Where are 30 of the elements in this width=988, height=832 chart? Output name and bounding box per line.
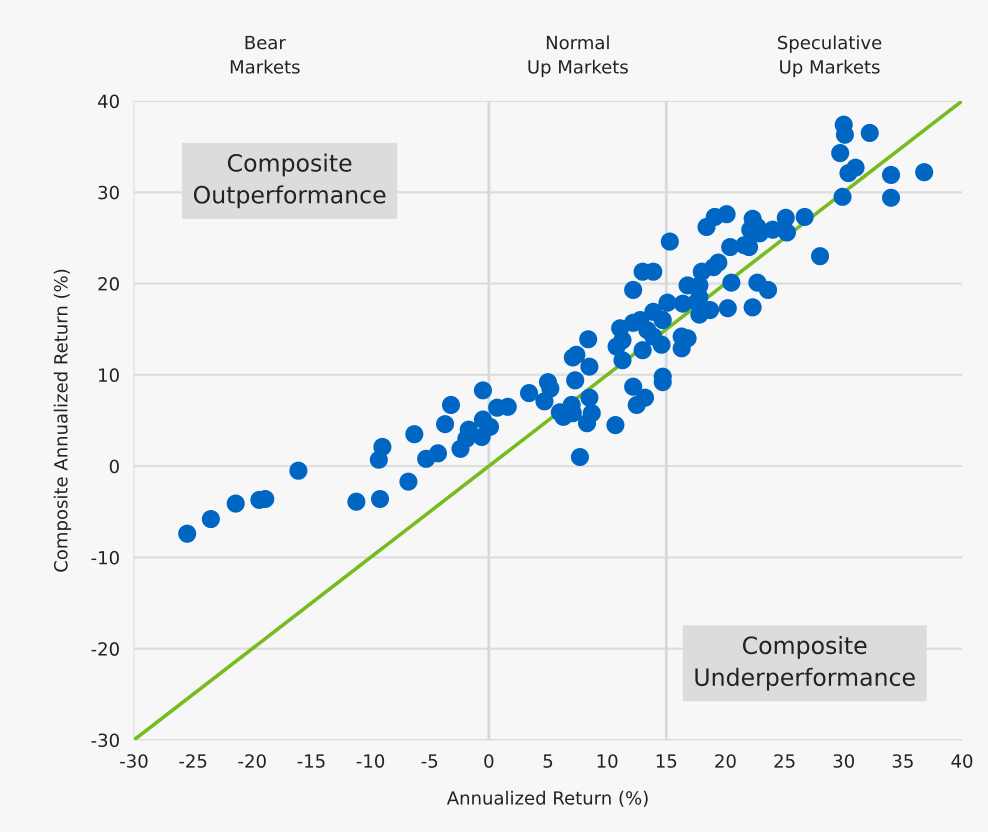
x-axis-title: Annualized Return (%): [446, 790, 648, 807]
y-tick-label: 30: [98, 186, 119, 200]
text: Bear Markets: [230, 36, 300, 74]
x-tick-label: 25: [774, 754, 794, 768]
x-tick-label: 10: [598, 754, 618, 768]
y-tick-label: -20: [91, 642, 119, 656]
annotation: Composite Outperformance: [194, 154, 386, 208]
x-tick-label: 40: [951, 754, 972, 768]
text: Speculative Up Markets: [778, 35, 882, 78]
y-tick-label: -30: [91, 733, 119, 748]
x-tick-label: -30: [120, 754, 148, 768]
annotation: Composite Underperformance: [695, 636, 915, 691]
y-tick-label: -10: [91, 550, 119, 565]
y-tick-label: 20: [98, 277, 119, 291]
text: Normal Up Markets: [528, 35, 628, 78]
x-tick-label: 35: [892, 754, 913, 768]
x-tick-label: 30: [834, 754, 854, 768]
y-tick-label: 40: [98, 94, 119, 108]
x-tick-label: 15: [656, 754, 676, 768]
x-tick-label: -15: [298, 754, 325, 768]
x-tick-label: -25: [179, 754, 206, 768]
y-axis-title: Composite Annualized Return (%): [54, 270, 72, 572]
x-tick-label: 20: [715, 754, 736, 768]
x-tick-label: -10: [356, 754, 384, 768]
x-tick-label: -20: [238, 754, 266, 768]
x-tick-label: 0: [484, 754, 494, 768]
y-tick-label: 0: [110, 460, 119, 474]
x-tick-label: 5: [544, 754, 552, 768]
x-tick-label: -5: [422, 754, 438, 768]
y-tick-label: 10: [99, 368, 119, 382]
